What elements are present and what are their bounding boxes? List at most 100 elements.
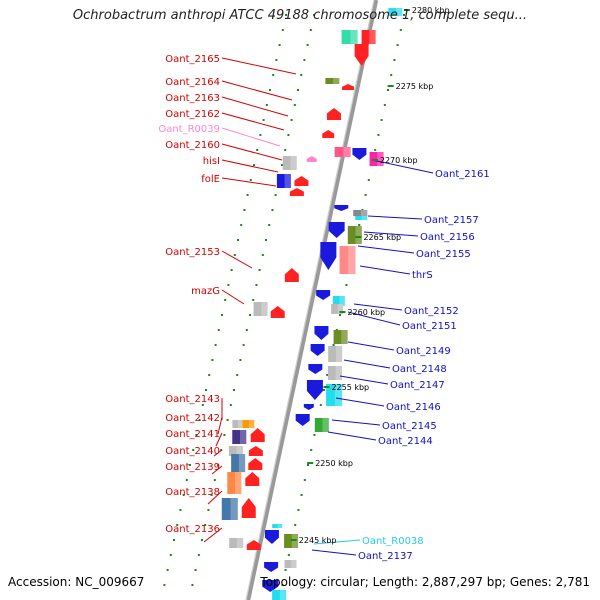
leader-line bbox=[221, 112, 285, 131]
gene-feature bbox=[231, 454, 246, 472]
gene-label[interactable]: Oant_2152 bbox=[404, 306, 459, 317]
leader-line bbox=[221, 96, 289, 117]
leader-line bbox=[221, 143, 283, 161]
scale-tick-label: 2245 kbp bbox=[299, 536, 337, 545]
gene-feature-shade bbox=[348, 246, 356, 274]
gene-label[interactable]: Oant_2155 bbox=[416, 249, 471, 260]
gene-feature bbox=[294, 176, 309, 186]
gc-dot bbox=[197, 554, 200, 556]
gc-dot bbox=[262, 119, 265, 121]
gene-feature bbox=[303, 404, 314, 410]
gene-feature bbox=[327, 366, 342, 380]
gene-label[interactable]: Oant_2142 bbox=[165, 413, 220, 424]
gene-label[interactable]: Oant_2153 bbox=[165, 247, 220, 258]
gene-label[interactable]: Oant_R0038 bbox=[362, 536, 424, 547]
gc-dot bbox=[281, 164, 284, 166]
gene-feature bbox=[270, 306, 285, 318]
gene-feature-shade bbox=[337, 304, 344, 314]
gene-label[interactable]: Oant_2139 bbox=[165, 462, 220, 473]
gene-label[interactable]: thrS bbox=[412, 270, 433, 281]
gc-dot bbox=[182, 494, 185, 496]
gc-dot bbox=[243, 209, 246, 211]
gene-label[interactable]: Oant_2151 bbox=[402, 321, 457, 332]
gc-dot bbox=[303, 59, 306, 61]
gene-label[interactable]: mazG bbox=[191, 286, 220, 297]
scale-tick bbox=[290, 539, 297, 541]
topology-label: Topology: circular; Length: 2,887,297 bp… bbox=[260, 575, 590, 589]
gc-dot bbox=[208, 374, 211, 376]
gene-label[interactable]: Oant_2144 bbox=[378, 436, 433, 447]
gc-dot bbox=[246, 194, 249, 196]
gene-feature bbox=[328, 346, 343, 362]
gene-feature-shade bbox=[360, 210, 368, 216]
scale-tick bbox=[339, 311, 346, 313]
gene-feature bbox=[264, 562, 279, 572]
gene-feature bbox=[248, 446, 263, 456]
gene-label[interactable]: Oant_2141 bbox=[165, 429, 220, 440]
gc-dot bbox=[297, 509, 300, 511]
gene-label[interactable]: Oant_2137 bbox=[358, 551, 413, 562]
gene-label[interactable]: Oant_2156 bbox=[420, 232, 475, 243]
gc-dot bbox=[287, 554, 290, 556]
gc-dot bbox=[393, 59, 396, 61]
gene-label[interactable]: hisI bbox=[203, 156, 220, 167]
gc-dot bbox=[185, 479, 188, 481]
gene-feature bbox=[227, 472, 242, 494]
gc-dot bbox=[284, 569, 287, 571]
gene-label[interactable]: Oant_2161 bbox=[435, 169, 490, 180]
gc-dot bbox=[239, 359, 242, 361]
gc-dot bbox=[214, 344, 217, 346]
gc-dot bbox=[290, 119, 293, 121]
gene-feature bbox=[353, 210, 368, 216]
gc-dot bbox=[240, 224, 243, 226]
gene-feature bbox=[246, 540, 261, 550]
gc-dot bbox=[201, 539, 204, 541]
gene-feature bbox=[306, 156, 317, 162]
leader-line bbox=[211, 465, 223, 475]
gene-label[interactable]: Oant_2147 bbox=[390, 380, 445, 391]
gene-feature-shade bbox=[279, 590, 287, 600]
leader-line bbox=[347, 341, 395, 351]
gene-label[interactable]: Oant_2140 bbox=[165, 446, 220, 457]
leader-line bbox=[207, 490, 223, 505]
gene-label[interactable]: Oant_2136 bbox=[165, 524, 220, 535]
gene-label[interactable]: Oant_2143 bbox=[165, 394, 220, 405]
gene-label[interactable]: Oant_2160 bbox=[165, 140, 220, 151]
gene-label[interactable]: folE bbox=[201, 174, 220, 185]
gene-feature bbox=[331, 304, 344, 314]
gene-feature bbox=[282, 156, 297, 170]
gene-label[interactable]: Oant_R0039 bbox=[158, 124, 220, 135]
gene-feature-shade bbox=[236, 446, 243, 456]
gene-label[interactable]: Oant_2148 bbox=[392, 364, 447, 375]
gene-feature bbox=[306, 380, 323, 400]
gene-label[interactable]: Oant_2164 bbox=[165, 77, 220, 88]
gene-feature bbox=[316, 290, 331, 300]
gene-feature-shade bbox=[235, 472, 242, 494]
gc-dot bbox=[306, 44, 309, 46]
gene-label[interactable]: Oant_2149 bbox=[396, 346, 451, 357]
gc-dot bbox=[272, 74, 275, 76]
gene-label[interactable]: Oant_2157 bbox=[424, 215, 479, 226]
gene-label[interactable]: Oant_2162 bbox=[165, 109, 220, 120]
gc-dot bbox=[309, 29, 312, 31]
gc-dot bbox=[297, 89, 300, 91]
gene-label[interactable]: Oant_2145 bbox=[382, 421, 437, 432]
gc-dot bbox=[303, 479, 306, 481]
gene-label[interactable]: Oant_2165 bbox=[165, 54, 220, 65]
gc-dot bbox=[242, 344, 245, 346]
gc-dot bbox=[233, 389, 236, 391]
gc-dot bbox=[313, 434, 316, 436]
gc-dot bbox=[339, 314, 342, 316]
gc-dot bbox=[261, 254, 264, 256]
gene-feature bbox=[310, 344, 325, 356]
gene-label[interactable]: Oant_2138 bbox=[165, 487, 220, 498]
gc-dot bbox=[226, 419, 229, 421]
gc-dot bbox=[399, 29, 402, 31]
gene-label[interactable]: Oant_2163 bbox=[165, 93, 220, 104]
accession-label: Accession: NC_009667 bbox=[8, 575, 145, 589]
scale-tick bbox=[371, 159, 378, 161]
gene-label[interactable]: Oant_2146 bbox=[386, 402, 441, 413]
gc-dot bbox=[274, 194, 277, 196]
leader-line bbox=[367, 215, 423, 220]
gc-dot bbox=[387, 89, 390, 91]
